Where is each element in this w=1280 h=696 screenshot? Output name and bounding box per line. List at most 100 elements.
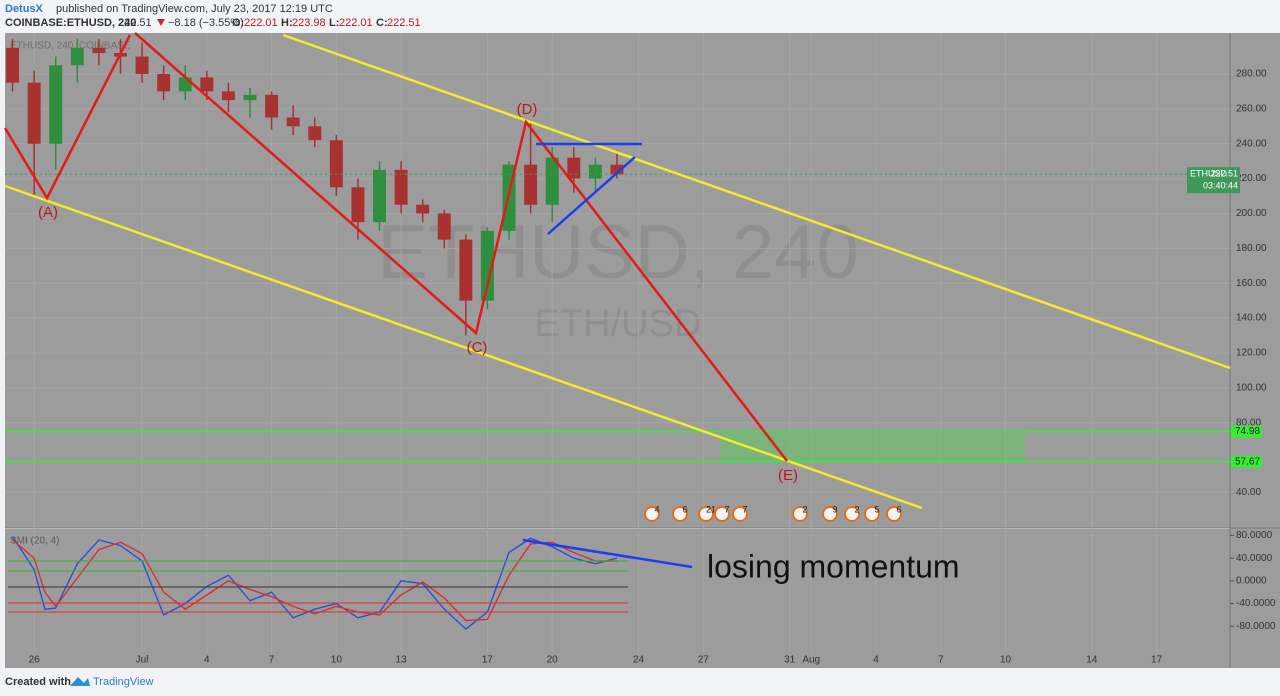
level-tag [1231,425,1262,438]
event-count: 6 [896,504,901,514]
candle-body [157,73,171,92]
event-count: 6 [682,504,687,514]
watermark: ETHUSD, 240 [377,210,859,295]
candle-body [416,204,430,214]
last-price-value: 222.51 [1210,169,1238,179]
candle-body [70,47,84,66]
event-count: 2 [802,504,807,514]
triangle-bottom [547,156,636,235]
x-tick-label: 14 [1086,655,1098,666]
wave-a [3,34,132,201]
main-pane [5,33,1230,528]
x-tick-label: 17 [1151,655,1163,666]
smi-line [12,539,617,622]
channel-bottom [4,184,923,510]
y-tick-label: 180.00 [1236,243,1267,254]
candle-body [588,164,602,179]
event-flag [698,506,714,522]
x-tick-label: 4 [873,655,879,666]
last: 222.51 [118,17,152,29]
candle-body [373,169,386,223]
x-tick-label: 4 [204,655,210,666]
event-flag [792,506,808,522]
drawings: (A) (C) (D) (E) losing momentum [3,32,1231,613]
y-tick-label: -80.0000 [1236,621,1276,632]
x-tick-label: 17 [482,655,494,666]
event-flag [732,506,748,522]
level-label: 57.67 [1235,456,1260,467]
y-tick-label: 280.00 [1236,69,1267,80]
event-flag [644,506,660,522]
x-tick-label: 13 [396,655,408,666]
y-tick-label: 160.00 [1236,278,1267,289]
price-axis [1230,33,1280,668]
event-flag [822,506,838,522]
event-count: 2 [854,504,859,514]
event-count: 7 [724,504,729,514]
created-with: Created with [5,676,71,688]
candle-body [135,56,149,74]
y-tick-label: 220.00 [1236,173,1267,184]
channel-top [282,33,1231,370]
y-tick-label: 40.00 [1236,487,1261,498]
label-d: (D) [517,101,538,118]
brand[interactable]: TradingView [93,676,154,688]
x-tick-label: 10 [331,655,343,666]
y-tick-label: 80.0000 [1236,530,1273,541]
time-axis [5,652,1230,668]
smi-pane [5,529,1230,652]
event-count: 4 [654,504,659,514]
level-tag [1231,455,1262,468]
y-tick-label: -40.0000 [1236,598,1276,609]
author[interactable]: DetusX [5,3,44,15]
event-flag [672,506,688,522]
x-tick-label: 20 [547,655,559,666]
x-tick-label: 31 [784,655,796,666]
target-zone [720,431,1025,461]
candle-body [286,117,300,127]
y-tick-label: 40.0000 [1236,553,1273,564]
candle-body [200,77,214,92]
countdown: 03:40:44 [1203,181,1238,191]
candle-body [351,187,365,223]
event-flag [714,506,730,522]
event-flag [886,506,902,522]
c: 222.51 [387,17,421,29]
candle-body [221,91,235,101]
event-count: 5 [874,504,879,514]
candle-body [610,164,624,175]
event-count: 7 [742,504,747,514]
label-a: (A) [38,204,58,221]
last-price-tag [1187,167,1240,194]
x-tick-label: Aug [802,655,820,666]
l: 222.01 [339,17,373,29]
x-tick-label: Jul [136,655,149,666]
logo [70,677,90,686]
marks: 280.00260.00240.00220.00200.00180.00160.… [5,33,1276,666]
x-tick-label: 24 [633,655,645,666]
y-tick-label: 100.00 [1236,382,1267,393]
l-label: L: [329,17,339,29]
x-tick-label: 27 [698,655,710,666]
candle-body [49,65,63,144]
down-arrow [157,19,165,26]
divergence-line [522,538,693,569]
x-tick-label: 7 [269,655,275,666]
event-flag [864,506,880,522]
label-e: (E) [778,467,798,484]
o-label: O: [232,17,244,29]
candle-body [265,94,279,118]
label-c: (C) [467,339,488,356]
candle-body [329,140,343,188]
smi-line [12,536,618,631]
change: −8.18 (−3.55%) [168,17,244,29]
y-tick-label: 200.00 [1236,208,1267,219]
candle-body [524,164,538,205]
smi-title: SMI (20, 4) [10,536,59,547]
y-tick-label: 240.00 [1236,138,1267,149]
o: 222.01 [244,17,278,29]
y-tick-label: 80.00 [1236,417,1261,428]
candle-body [437,213,451,240]
published: published on TradingView.com, July 23, 2… [56,3,333,15]
x-tick-label: 26 [29,655,41,666]
